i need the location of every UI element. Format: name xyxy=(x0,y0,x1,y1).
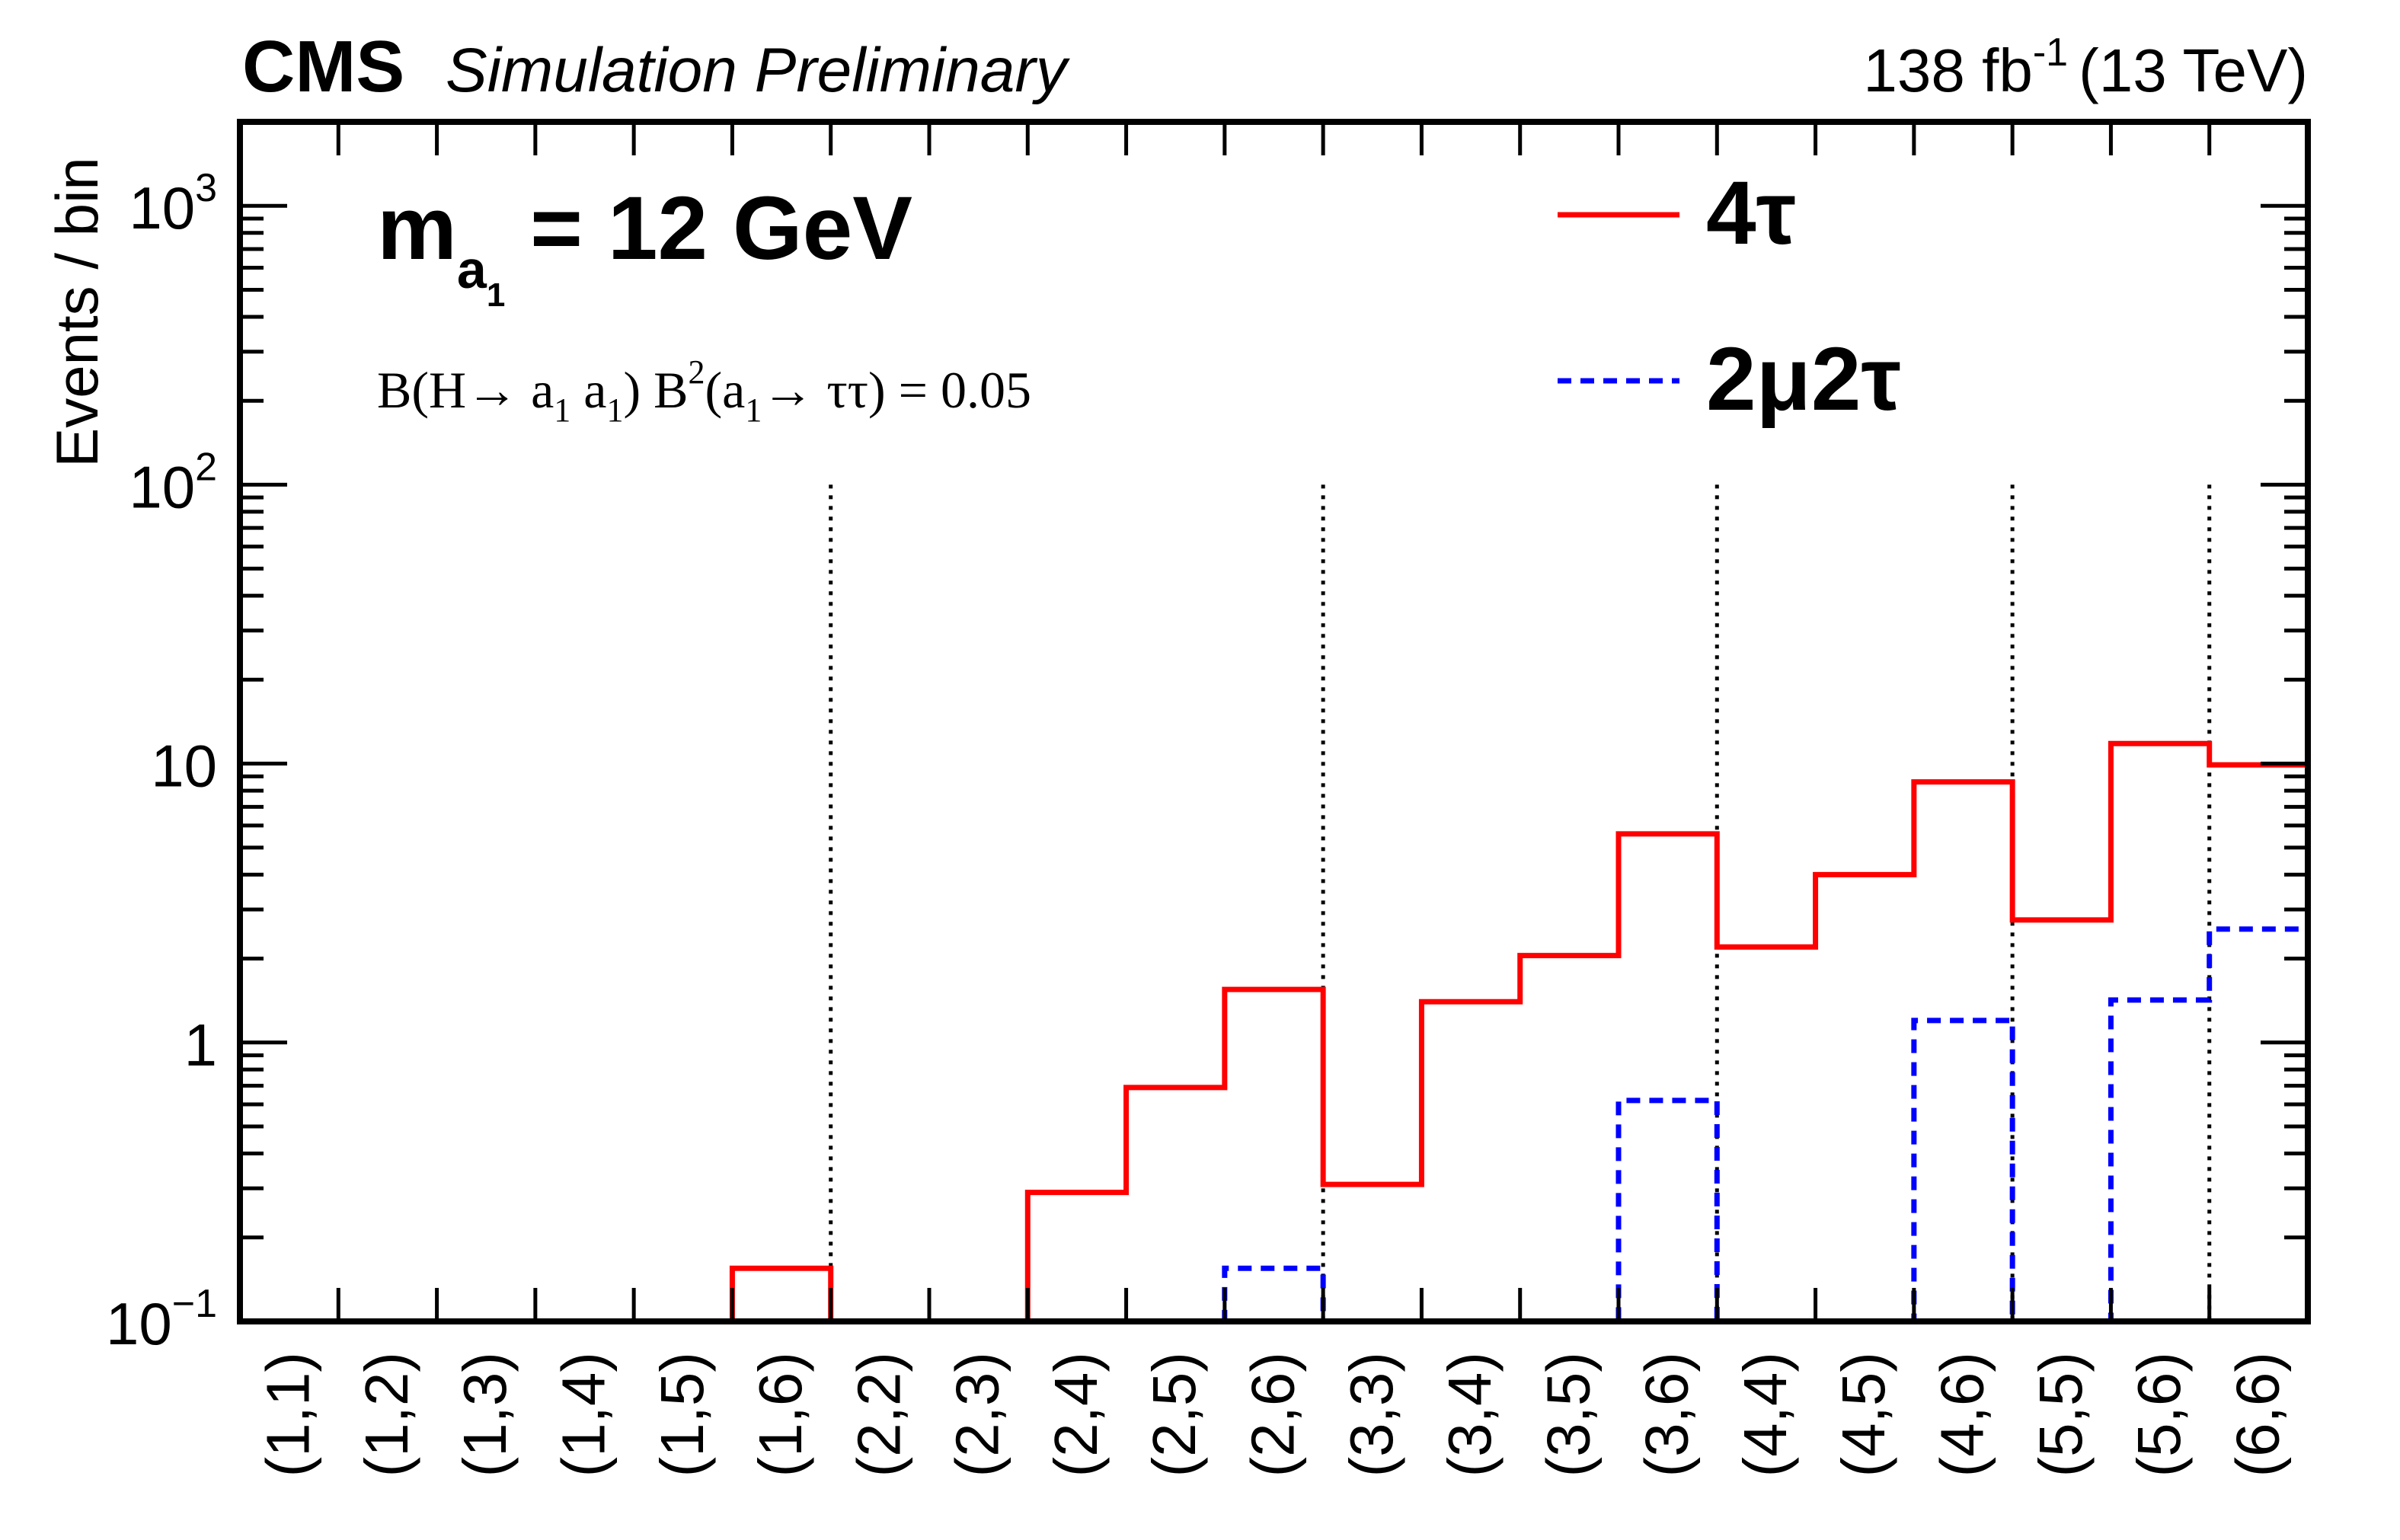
x-tick-label: (3,5) xyxy=(1534,1352,1602,1478)
legend-label-2mu2tau: 2μ2τ xyxy=(1706,329,1901,430)
x-tick-label: (5,5) xyxy=(2027,1352,2095,1478)
x-tick-label: (6,6) xyxy=(2223,1352,2291,1478)
x-tick-labels: (1,1) (1,2) (1,3) (1,4) (1,5) (1,6) (2,2) (2,3)… xyxy=(254,1352,2292,1478)
x-tick-label: (4,4) xyxy=(1731,1352,1799,1478)
y-tick-label: 10−1 xyxy=(106,1282,217,1357)
x-tick-label: (1,6) xyxy=(746,1352,814,1478)
y-tick-label: 1 xyxy=(184,1011,217,1078)
y-tick-label: 10 xyxy=(151,733,217,800)
series-line-4tau xyxy=(240,740,2308,1324)
x-tick-label: (4,6) xyxy=(1929,1352,1996,1478)
y-axis-label: Events / bin xyxy=(43,157,110,468)
experiment-label: CMS xyxy=(242,26,404,107)
luminosity-label: 138 fb-1 (13 TeV) xyxy=(1863,30,2308,104)
y-tick-label: 103 xyxy=(129,166,217,241)
group-separators xyxy=(829,484,2212,1321)
y-tick-labels: 10−1 1 10 102 103 xyxy=(106,166,217,1357)
x-tick-label: (3,6) xyxy=(1633,1352,1701,1478)
x-tick-label: (3,3) xyxy=(1337,1352,1405,1478)
axis-ticks xyxy=(240,120,2308,1324)
x-tick-label: (1,3) xyxy=(451,1352,519,1478)
x-tick-label: (1,1) xyxy=(254,1352,322,1478)
x-tick-label: (2,3) xyxy=(944,1352,1011,1478)
x-tick-label: (2,5) xyxy=(1140,1352,1208,1478)
legend: 4τ 2μ2τ xyxy=(1558,163,1901,430)
mass-annotation: ma1 = 12 GeV xyxy=(377,178,912,314)
x-tick-label: (1,2) xyxy=(353,1352,420,1478)
series-layer xyxy=(240,740,2308,1324)
legend-label-4tau: 4τ xyxy=(1706,163,1796,264)
x-tick-label: (1,5) xyxy=(648,1352,716,1478)
simulation-label: Simulation Preliminary xyxy=(446,36,1071,105)
y-tick-label: 102 xyxy=(129,445,217,520)
x-tick-label: (2,2) xyxy=(845,1352,912,1478)
plot-frame xyxy=(237,119,2311,1324)
x-tick-label: (3,4) xyxy=(1436,1352,1504,1478)
x-tick-label: (2,6) xyxy=(1239,1352,1307,1478)
x-tick-label: (5,6) xyxy=(2125,1352,2193,1478)
x-tick-label: (1,4) xyxy=(550,1352,618,1478)
x-tick-label: (2,4) xyxy=(1042,1352,1110,1478)
x-tick-label: (4,5) xyxy=(1830,1352,1897,1478)
branching-ratio-annotation: B(H→ a1 a1) B2(a1→ ττ) = 0.05 xyxy=(377,353,1031,429)
